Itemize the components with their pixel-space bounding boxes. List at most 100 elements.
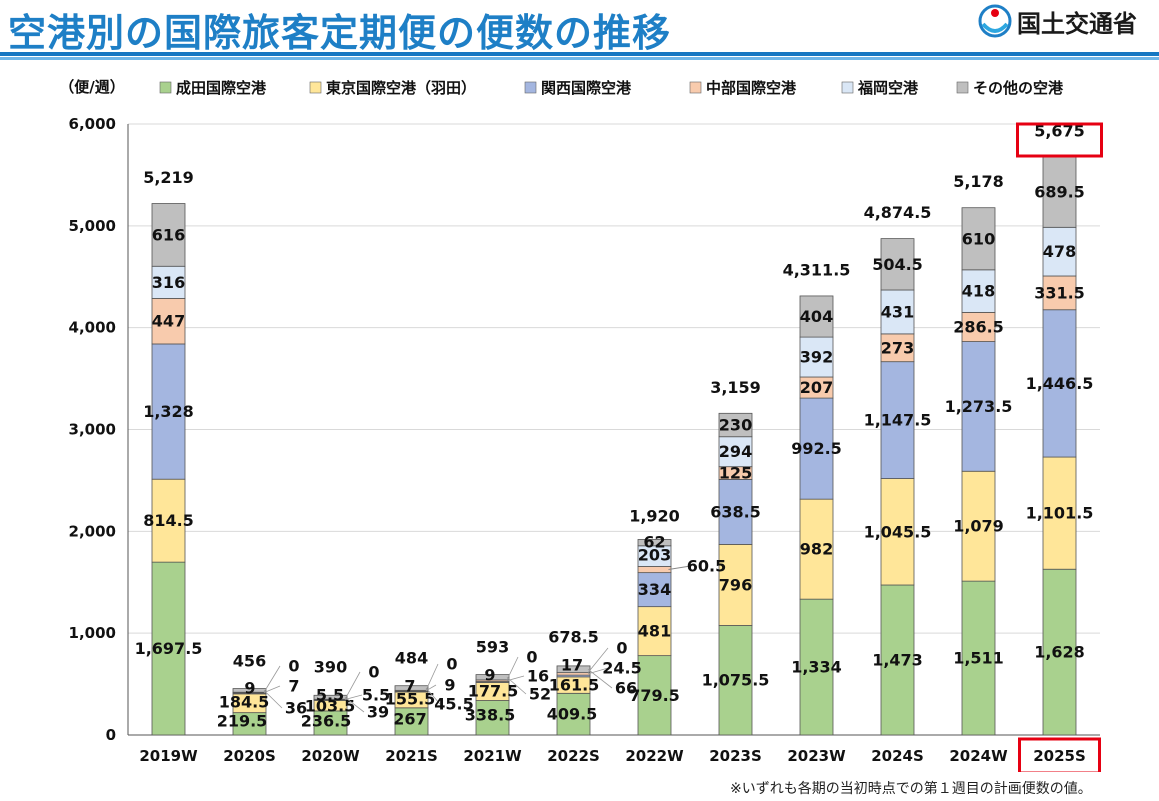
legend-swatch [689,81,702,94]
segment-label: 45.5 [434,695,473,714]
segment-label: 36 [285,699,307,718]
segment-label: 316 [152,273,185,292]
bar-segment [961,341,996,472]
y-tick-label: 2,000 [69,522,116,540]
x-tick-label: 2020W [301,747,360,765]
footnote: ※いずれも各期の当初時点での第１週目の計画便数の値。 [730,781,1092,797]
segment-label: 1,473 [872,650,923,669]
leader-line [668,565,691,571]
segment-label: 447 [152,312,185,331]
segment-label: 1,273.5 [945,397,1013,416]
bar-segment [1042,568,1077,736]
bar-segment [1042,156,1077,228]
segment-label: 504.5 [872,255,923,274]
leader-line [425,687,441,705]
segment-label: 814.5 [143,511,194,530]
legend-swatch [841,81,854,94]
x-tick-label: 2021W [463,747,522,765]
segment-label: 1,075.5 [702,671,770,690]
segment-label: 155.5 [385,690,436,709]
segment-label: 1,147.5 [864,411,932,430]
segment-label: 103.5 [305,697,356,716]
segment-label: 273 [881,338,914,357]
y-tick-label: 6,000 [69,115,116,133]
legend-swatch [956,81,969,94]
bar-segment [394,685,429,691]
x-tick-label: 2025S [1033,747,1086,765]
segment-label: 16 [527,667,549,686]
leader-line [506,656,519,681]
segment-label: 478 [1043,242,1076,261]
bar-segment [718,544,753,626]
x-tick-label: 2023S [709,747,762,765]
bar-segment [151,203,186,267]
legend-label: 関西国際空港 [541,79,632,97]
segment-label: 17 [561,656,583,675]
y-tick-label: 5,000 [69,217,116,235]
segment-label: 62 [643,533,665,552]
leader-line [344,696,365,713]
bar-segment [718,436,753,468]
segment-label: 481 [638,622,671,641]
segment-label: 286.5 [953,317,1004,336]
leader-line [263,690,283,709]
bar-segment [313,694,348,700]
total-label: 3,159 [710,378,761,397]
bar-segment [799,295,834,338]
stacked-bar-chart: 0 1,000 2,000 3,000 4,000 5,000 6,000 （便/週） 成田国際… [59,78,1103,772]
segment-label: 616 [152,225,185,244]
segment-label: 236.5 [301,712,352,731]
segment-label: 7 [404,677,415,696]
bar-segment [151,561,186,736]
segment-label: 219.5 [217,712,268,731]
bar-segment [637,539,672,547]
segment-label: 1,511 [953,649,1004,668]
ministry-emblem-icon [978,4,1012,38]
total-label: 593 [476,638,509,657]
segment-label: 334 [638,580,671,599]
highlight-box-category [1018,737,1101,772]
leader-line [587,668,613,689]
segment-label: 982 [800,540,833,559]
bar-segment [637,572,672,608]
segment-label: 5.5 [316,686,344,705]
segment-label: 66 [615,679,637,698]
segment-label: 207 [800,378,833,397]
legend-swatch [159,81,172,94]
bar-segment [718,625,753,736]
segment-label: 39 [367,703,389,722]
segment-label: 1,334 [791,658,842,677]
total-label: 456 [233,652,266,671]
total-label: 390 [314,658,347,677]
segment-label: 404 [800,307,833,326]
segment-label: 9 [444,676,455,695]
segment-label: 0 [616,639,627,658]
leader-line [425,663,439,691]
segment-label: 230 [719,416,752,435]
x-tick-label: 2022W [625,747,684,765]
segment-label: 1,101.5 [1026,504,1094,523]
bar-segment [1042,226,1077,277]
bar-segment [556,692,591,736]
segment-label: 5.5 [362,686,390,705]
bar-segment [313,710,348,736]
segment-label: 294 [719,442,752,461]
leader-line [263,685,281,693]
bar-segment [880,289,915,335]
segment-label: 52 [529,685,551,704]
segment-label: 1,045.5 [864,522,932,541]
segment-label: 0 [526,648,537,667]
segment-label: 689.5 [1034,183,1085,202]
bar-segment [637,606,672,657]
legend-label: 中部国際空港 [706,79,797,97]
page-title: 空港別の国際旅客定期便の便数の推移 [8,11,672,55]
bar-segment [799,598,834,736]
y-tick-label: 3,000 [69,421,116,439]
bar-segment [1042,275,1077,311]
leader-line [344,694,363,700]
leader-line [506,676,527,695]
bar-segment [718,412,753,438]
legend-label: 東京国際空港（羽田） [326,79,476,97]
leader-line [587,667,609,675]
bar-segment [961,470,996,582]
